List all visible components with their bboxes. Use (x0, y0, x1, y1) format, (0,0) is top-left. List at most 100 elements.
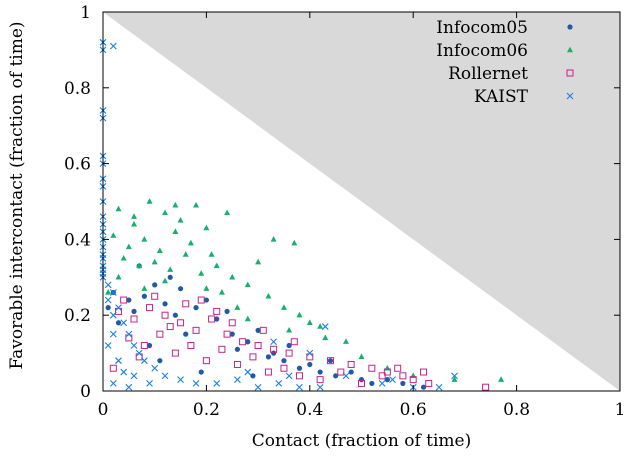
points-layer (99, 38, 505, 391)
data-point-2-34 (337, 368, 345, 376)
data-point-2-28 (233, 360, 241, 368)
legend-marker-kaist (566, 92, 574, 100)
data-point-2-4 (177, 319, 185, 327)
data-point-3-32 (161, 372, 169, 380)
data-point-1-34 (270, 236, 277, 242)
data-point-0-14 (333, 373, 339, 379)
data-point-3-30 (140, 357, 148, 365)
legend-marker-infocom05 (567, 24, 573, 30)
data-point-1-11 (156, 247, 163, 253)
ticks-layer: 0 0.2 0.4 0.6 0.8 1 0 0.2 0.4 0.6 0.8 1 (64, 3, 624, 420)
data-point-0-33 (286, 342, 292, 349)
y-axis-label: Favorable intercontact (fraction of time… (7, 21, 27, 369)
data-point-0-17 (400, 380, 406, 387)
data-point-2-37 (394, 364, 402, 372)
data-point-1-22 (229, 273, 236, 280)
legend-label-rollernet: Rollernet (448, 64, 528, 84)
data-point-2-40 (151, 292, 159, 300)
legend: Infocom05 Infocom06 Rollernet KAIST (436, 18, 574, 107)
data-point-3-31 (151, 364, 159, 372)
legend-label-infocom05: Infocom05 (436, 18, 528, 38)
data-point-2-39 (120, 296, 128, 304)
data-point-1-15 (120, 254, 127, 261)
data-point-1-47 (105, 289, 112, 295)
data-point-1-29 (358, 353, 365, 360)
data-point-1-3 (162, 209, 169, 216)
data-point-3-24 (115, 304, 122, 312)
data-point-3-26 (120, 319, 128, 327)
data-point-1-43 (244, 315, 251, 322)
data-point-1-36 (255, 258, 262, 265)
data-point-3-56 (125, 383, 133, 391)
data-point-3-42 (270, 338, 277, 346)
y-tick-label-3: 0.6 (64, 155, 91, 175)
data-point-1-0 (115, 205, 122, 212)
data-point-1-8 (110, 232, 117, 238)
data-point-2-46 (109, 364, 117, 372)
data-point-1-16 (136, 262, 143, 269)
data-point-2-30 (264, 368, 272, 376)
y-tick-label-2: 0.4 (64, 230, 91, 250)
data-point-1-10 (141, 236, 148, 242)
data-point-2-41 (182, 300, 190, 308)
data-point-1-23 (244, 281, 251, 288)
data-point-2-32 (295, 372, 303, 380)
data-point-1-7 (224, 209, 231, 216)
data-point-2-23 (156, 330, 164, 338)
data-point-2-21 (125, 334, 133, 342)
data-point-2-7 (223, 330, 231, 338)
data-point-1-42 (286, 326, 293, 333)
data-point-1-1 (131, 213, 138, 219)
data-point-0-15 (358, 377, 365, 383)
x-tick-label-0: 0 (98, 400, 109, 420)
legend-label-kaist: KAIST (474, 87, 529, 107)
series-kaist (99, 38, 458, 391)
data-point-2-48 (259, 326, 267, 334)
data-point-3-45 (285, 372, 293, 380)
data-point-3-34 (192, 380, 200, 387)
data-point-3-59 (146, 380, 153, 387)
data-point-1-27 (317, 323, 324, 329)
data-point-1-18 (167, 266, 174, 272)
data-point-3-22 (109, 289, 117, 296)
data-point-3-53 (115, 357, 122, 365)
x-tick-label-3: 0.6 (400, 400, 427, 420)
data-point-2-33 (316, 376, 324, 384)
x-tick-label-1: 0.2 (193, 400, 220, 420)
data-point-0-26 (307, 361, 313, 368)
data-point-0-28 (183, 331, 189, 337)
data-point-1-21 (213, 262, 220, 269)
data-point-2-14 (347, 360, 355, 368)
data-point-3-44 (321, 323, 329, 330)
data-point-3-50 (451, 372, 458, 380)
data-point-2-18 (409, 376, 417, 384)
data-point-0-9 (255, 327, 261, 333)
data-point-1-25 (280, 304, 287, 310)
data-point-1-26 (296, 311, 303, 318)
data-point-2-47 (228, 319, 236, 327)
data-point-0-19 (152, 282, 158, 288)
y-tick-label-1: 0.2 (64, 306, 91, 326)
data-point-1-14 (208, 251, 215, 257)
data-point-0-21 (172, 312, 178, 318)
data-point-3-28 (130, 342, 138, 349)
series-rollernet (109, 292, 490, 391)
data-point-0-2 (141, 293, 147, 299)
y-tick-label-0: 0 (80, 382, 91, 402)
data-point-3-36 (234, 376, 241, 384)
x-tick-label-4: 0.8 (503, 400, 530, 420)
data-point-3-58 (130, 372, 138, 380)
data-point-2-31 (280, 364, 288, 372)
data-point-3-40 (316, 383, 324, 391)
data-point-2-49 (290, 338, 298, 346)
data-point-0-25 (265, 354, 272, 360)
data-point-0-12 (296, 365, 303, 371)
data-point-0-29 (146, 342, 153, 349)
data-point-0-30 (224, 308, 230, 315)
data-point-2-19 (425, 379, 433, 387)
data-point-3-52 (109, 380, 117, 387)
data-point-0-1 (126, 297, 132, 303)
data-point-2-36 (378, 372, 386, 380)
data-point-1-24 (265, 292, 272, 299)
